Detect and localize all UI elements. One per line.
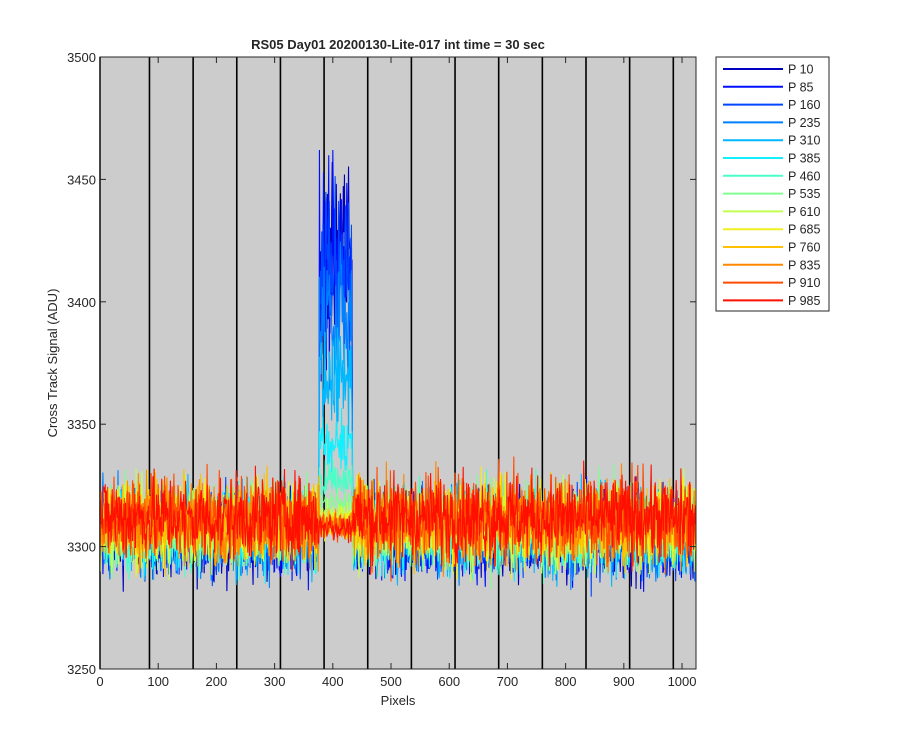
x-tick-label: 600	[438, 674, 460, 689]
legend-box	[715, 56, 830, 312]
y-tick-label: 3400	[67, 295, 96, 310]
y-tick-label: 3500	[67, 50, 96, 65]
plot-frame	[99, 56, 697, 670]
y-tick-label: 3350	[67, 417, 96, 432]
x-tick-label: 400	[322, 674, 344, 689]
vertical-lines	[99, 57, 675, 669]
x-tick-label: 900	[613, 674, 635, 689]
legend-label: P 685	[788, 223, 820, 237]
x-tick-label: 500	[380, 674, 402, 689]
legend-label: P 235	[788, 116, 820, 130]
y-axis-label: Cross Track Signal (ADU)	[45, 289, 60, 438]
legend-label: P 310	[788, 134, 820, 148]
y-tick-label: 3250	[67, 662, 96, 677]
y-axis: 3250 3300 3350 3400 3450 3500	[67, 50, 696, 677]
series-line-p-985	[99, 460, 696, 575]
legend-label: P 910	[788, 276, 820, 290]
legend-label: P 835	[788, 258, 820, 272]
y-tick-label: 3300	[67, 540, 96, 555]
legend-label: P 535	[788, 187, 820, 201]
legend-label: P 460	[788, 169, 820, 183]
legend-label: P 160	[788, 98, 820, 112]
legend-label: P 10	[788, 63, 814, 77]
x-axis: 0 100 200 300 400 500 600 700 800 900 1000	[96, 57, 696, 689]
legend-label: P 985	[788, 294, 820, 308]
x-tick-label: 0	[96, 674, 103, 689]
legend-label: P 385	[788, 152, 820, 166]
x-tick-label: 200	[206, 674, 228, 689]
x-tick-label: 700	[497, 674, 519, 689]
legend-label: P 760	[788, 241, 820, 255]
x-axis-label: Pixels	[381, 693, 416, 708]
x-tick-label: 300	[264, 674, 286, 689]
y-tick-label: 3450	[67, 172, 96, 187]
series-group	[99, 150, 696, 597]
legend-label: P 85	[788, 80, 814, 94]
chart-title: RS05 Day01 20200130-Lite-017 int time = …	[251, 37, 545, 52]
x-tick-label: 800	[555, 674, 577, 689]
x-tick-label: 1000	[668, 674, 697, 689]
legend-label: P 610	[788, 205, 820, 219]
legend: P 10 P 85 P 160 P 235 P 310 P 385 P 460 P 535 P …	[715, 56, 830, 312]
x-tick-label: 100	[147, 674, 169, 689]
